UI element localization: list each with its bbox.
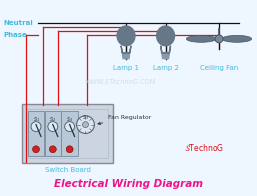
Polygon shape	[157, 26, 175, 46]
Circle shape	[77, 116, 94, 133]
Text: $S_1$: $S_1$	[33, 115, 40, 124]
Text: Lamp 1: Lamp 1	[113, 65, 139, 72]
Circle shape	[49, 146, 56, 153]
FancyBboxPatch shape	[61, 111, 78, 156]
Circle shape	[66, 146, 73, 153]
Polygon shape	[123, 55, 130, 59]
Text: WWW.ETechnoG.COM: WWW.ETechnoG.COM	[84, 79, 156, 85]
Ellipse shape	[186, 35, 216, 42]
Circle shape	[65, 122, 75, 132]
Polygon shape	[121, 46, 131, 56]
Text: $\mathcal{S}$TechnoG: $\mathcal{S}$TechnoG	[184, 142, 224, 153]
Text: Neutral: Neutral	[3, 20, 33, 26]
FancyBboxPatch shape	[45, 111, 61, 156]
Circle shape	[48, 122, 58, 132]
Text: Ceiling Fan: Ceiling Fan	[200, 65, 238, 72]
Polygon shape	[161, 46, 171, 56]
Text: $S_3$: $S_3$	[66, 115, 73, 124]
Ellipse shape	[222, 35, 252, 42]
Text: $S_2$: $S_2$	[49, 115, 56, 124]
FancyBboxPatch shape	[22, 104, 113, 163]
Text: $S_3$: $S_3$	[82, 113, 89, 122]
Circle shape	[31, 122, 41, 132]
Polygon shape	[117, 26, 135, 46]
Circle shape	[82, 122, 88, 128]
Text: Phase: Phase	[3, 32, 27, 38]
FancyBboxPatch shape	[28, 111, 44, 156]
Text: Switch Board: Switch Board	[45, 167, 91, 173]
Text: Electrical Wiring Diagram: Electrical Wiring Diagram	[53, 179, 203, 189]
Text: Fan Regulator: Fan Regulator	[98, 115, 152, 125]
Circle shape	[215, 35, 223, 43]
Text: Lamp 2: Lamp 2	[153, 65, 179, 72]
Circle shape	[33, 146, 40, 153]
Polygon shape	[162, 55, 169, 59]
